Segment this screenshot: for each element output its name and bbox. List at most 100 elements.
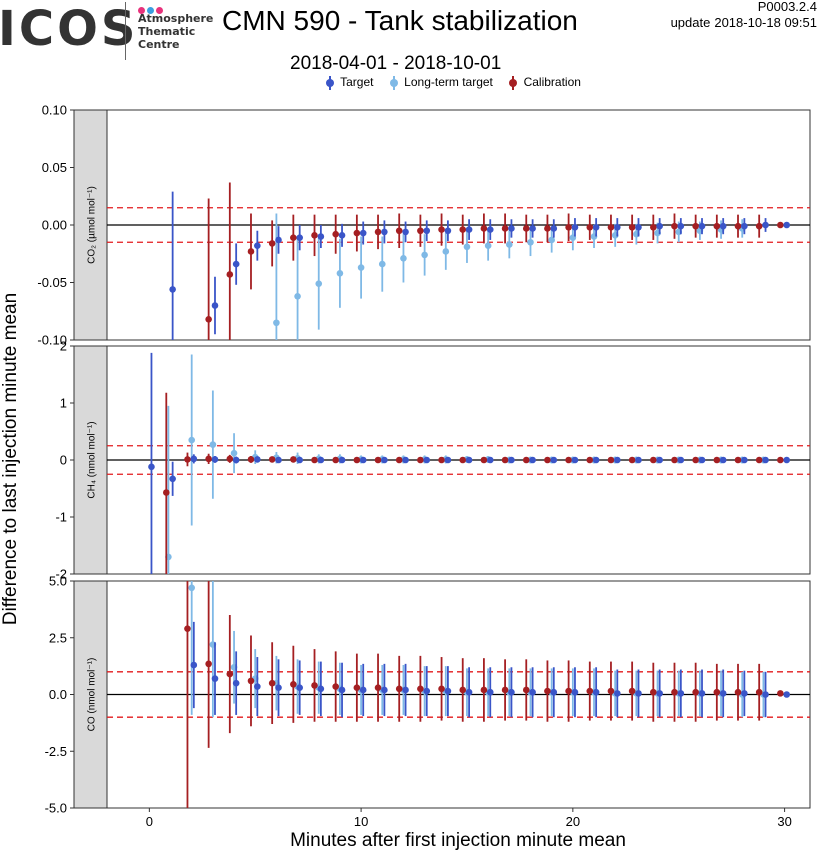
y-tick-label: -0.10 xyxy=(37,333,67,348)
data-point xyxy=(465,456,473,464)
legend-entry-long-term-target: Long-term target xyxy=(387,75,493,90)
data-point xyxy=(650,688,657,696)
facet-strip xyxy=(73,109,108,341)
data-point xyxy=(522,686,530,694)
data-point xyxy=(777,456,784,464)
data-point xyxy=(522,456,530,464)
data-point xyxy=(359,229,367,237)
panel: CO₂ (µmol mol⁻¹) 0.10 0.05 0.00 -0.05 -0.10 xyxy=(37,103,811,348)
data-point xyxy=(586,456,594,464)
data-point xyxy=(247,677,255,685)
data-point xyxy=(501,686,509,694)
data-point xyxy=(656,456,663,464)
data-point xyxy=(211,675,219,682)
data-point xyxy=(614,224,621,231)
data-point xyxy=(527,238,534,246)
data-point xyxy=(395,227,403,235)
data-point xyxy=(565,456,572,464)
data-point xyxy=(635,690,642,697)
data-point xyxy=(205,660,212,668)
data-point xyxy=(529,225,536,232)
data-point xyxy=(501,456,509,464)
data-point xyxy=(374,684,382,691)
data-point xyxy=(211,456,219,463)
data-point xyxy=(417,456,424,464)
data-point xyxy=(359,456,367,464)
data-point xyxy=(692,456,699,464)
legend-label: Long-term target xyxy=(404,75,493,89)
data-point xyxy=(671,456,678,464)
data-point xyxy=(332,230,339,238)
chart-title: CMN 590 - Tank stabilization xyxy=(222,5,578,36)
data-point xyxy=(338,232,346,239)
data-point xyxy=(571,456,579,464)
data-point xyxy=(190,455,198,463)
x-tick-label: 0 xyxy=(146,814,153,829)
data-point xyxy=(395,456,403,464)
data-point xyxy=(268,679,276,687)
data-point xyxy=(508,688,515,696)
y-tick-label: -0.05 xyxy=(37,275,67,290)
data-point xyxy=(211,302,219,309)
data-point xyxy=(544,687,551,695)
data-point xyxy=(777,221,784,229)
x-tick-label: 30 xyxy=(777,814,791,829)
data-point xyxy=(268,456,276,463)
data-point xyxy=(226,271,234,278)
data-point xyxy=(444,456,452,464)
data-point xyxy=(762,691,769,698)
legend-key-dot xyxy=(326,78,334,87)
data-point xyxy=(550,456,558,464)
data-point xyxy=(273,319,280,327)
data-point xyxy=(148,463,155,471)
data-point xyxy=(635,224,642,231)
data-point xyxy=(607,687,615,695)
data-point xyxy=(486,226,494,233)
data-point xyxy=(486,456,494,464)
facet-strip-label: CO₂ (µmol mol⁻¹) xyxy=(87,186,98,264)
data-point xyxy=(444,227,452,235)
data-point xyxy=(338,686,346,694)
logo-subtitle-line: Thematic xyxy=(138,25,196,38)
data-point xyxy=(442,248,450,255)
data-point xyxy=(374,456,382,464)
data-point xyxy=(586,224,594,231)
version-label: P0003.2.4 xyxy=(757,0,817,14)
data-point xyxy=(400,255,407,262)
data-point xyxy=(230,449,238,457)
data-point xyxy=(247,456,255,463)
facet-strip-label: CH₄ (nmol mol⁻¹) xyxy=(87,421,98,498)
data-point xyxy=(762,221,769,229)
data-point xyxy=(650,456,657,464)
update-time: 2018-10-18 09:51 xyxy=(714,15,817,30)
y-tick-label: 5.0 xyxy=(49,574,67,589)
data-point xyxy=(486,688,494,696)
data-point xyxy=(311,682,318,689)
update-stamp: update 2018-10-18 09:51 xyxy=(667,15,817,30)
data-point xyxy=(698,222,706,230)
icos-logo: ICOS Atmosphere Thematic Centre xyxy=(0,0,215,62)
y-axis-title: Difference to last injection minute mean xyxy=(0,293,21,625)
data-point xyxy=(571,224,579,231)
panel: CO (nmol mol⁻¹) 5.0 2.5 0.0 -2.5 -5.0 xyxy=(45,574,811,816)
y-tick-label: 0.10 xyxy=(42,103,67,118)
legend-key-long-term-target xyxy=(387,75,401,90)
data-point xyxy=(381,228,388,236)
data-point xyxy=(550,688,558,696)
data-point xyxy=(232,679,240,687)
data-point xyxy=(290,456,297,463)
data-point xyxy=(275,684,282,691)
data-point xyxy=(628,456,636,464)
data-point xyxy=(190,661,198,669)
data-point xyxy=(734,688,742,696)
data-point xyxy=(614,456,621,464)
data-point xyxy=(296,234,303,241)
data-point xyxy=(671,688,678,696)
data-point xyxy=(741,222,748,230)
y-tick-label: -2.5 xyxy=(45,744,67,759)
data-point xyxy=(232,260,240,268)
data-point xyxy=(417,227,424,235)
data-point xyxy=(311,456,318,464)
data-point xyxy=(378,260,386,268)
data-point xyxy=(550,225,558,232)
